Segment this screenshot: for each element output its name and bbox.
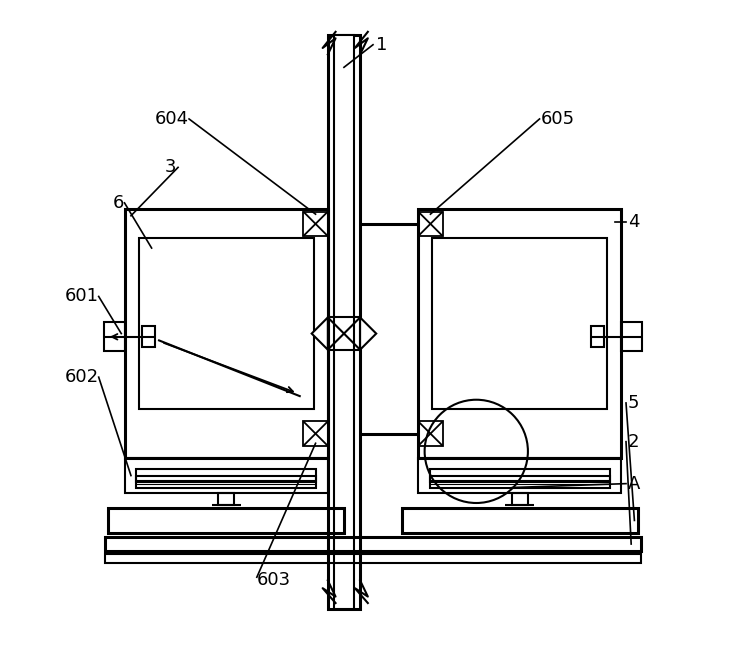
Bar [125, 210, 327, 458]
Bar [125, 458, 327, 493]
Bar [105, 537, 641, 551]
Polygon shape [360, 318, 376, 350]
Bar [327, 35, 360, 609]
Bar [419, 212, 442, 236]
Text: 2: 2 [628, 433, 639, 450]
Text: 4: 4 [628, 214, 639, 231]
Bar [512, 493, 528, 505]
Text: 604: 604 [155, 110, 189, 128]
Text: 602: 602 [65, 368, 98, 386]
Text: 603: 603 [257, 572, 291, 589]
Bar [304, 421, 327, 446]
Bar [430, 469, 610, 482]
Text: 605: 605 [541, 110, 575, 128]
Bar [139, 238, 313, 409]
Bar [419, 458, 621, 493]
Text: 1: 1 [376, 36, 388, 54]
Bar [108, 508, 344, 533]
Bar [142, 326, 155, 347]
Bar [334, 35, 354, 609]
Bar [104, 322, 125, 352]
Polygon shape [312, 318, 327, 350]
Bar [327, 318, 360, 350]
Bar [402, 508, 638, 533]
Bar [105, 554, 641, 562]
Bar [430, 476, 610, 488]
Bar [433, 238, 607, 409]
Text: A: A [628, 475, 640, 493]
Bar [591, 326, 604, 347]
Text: 601: 601 [65, 288, 98, 305]
Bar [304, 212, 327, 236]
Text: 6: 6 [113, 194, 125, 212]
Text: 3: 3 [165, 158, 176, 176]
Bar [218, 493, 234, 505]
Bar [419, 421, 442, 446]
Bar [136, 476, 316, 488]
Bar [419, 210, 621, 458]
Bar [621, 322, 642, 352]
Bar [136, 469, 316, 482]
Text: 5: 5 [628, 394, 639, 412]
